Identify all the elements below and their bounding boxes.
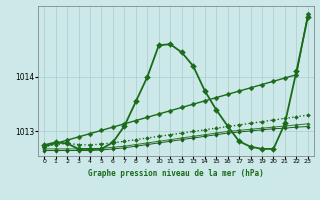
X-axis label: Graphe pression niveau de la mer (hPa): Graphe pression niveau de la mer (hPa) xyxy=(88,169,264,178)
